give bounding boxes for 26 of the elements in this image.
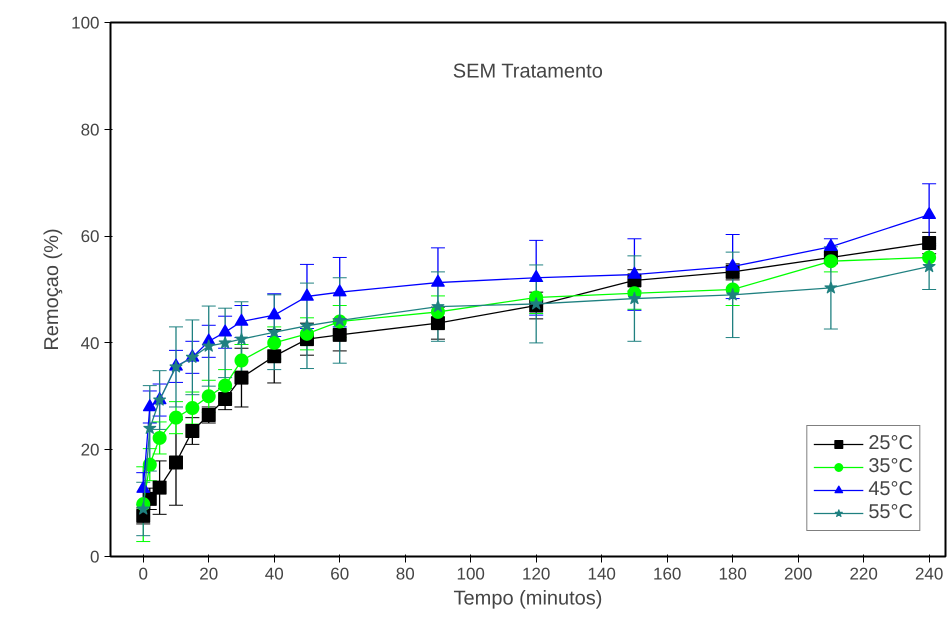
y-tick-label: 0 [90, 548, 100, 566]
legend-label: 25°C [868, 432, 913, 455]
legend-label: 55°C [868, 501, 913, 524]
x-tick-label: 240 [914, 564, 944, 584]
text: SEM Tratamento [452, 60, 603, 82]
x-axis-title: Tempo (minutos) [454, 588, 602, 610]
y-tick-label: 40 [80, 334, 100, 353]
x-tick-label: 200 [784, 564, 812, 584]
x-tick-label: 220 [849, 564, 878, 584]
legend-label: 45°C [868, 478, 913, 501]
x-tick-label: 60 [330, 564, 350, 584]
y-axis-title: Remoçao (%) [41, 228, 64, 351]
legend-label: 35°C [868, 455, 913, 478]
y-tick-label: 20 [80, 440, 100, 460]
x-tick-label: 100 [456, 564, 485, 584]
x-tick-label: 20 [199, 564, 218, 584]
y-tick-label: 60 [80, 227, 100, 246]
x-tick-label: 120 [522, 564, 550, 584]
y-tick-label: 80 [80, 120, 100, 140]
x-tick-label: 40 [264, 564, 284, 584]
x-tick-label: 80 [396, 564, 415, 584]
x-tick-label: 140 [587, 564, 616, 584]
y-tick-label: 100 [71, 14, 100, 32]
x-tick-label: 160 [652, 564, 682, 584]
x-tick-label: 180 [718, 564, 747, 584]
x-tick-label: 0 [138, 564, 148, 584]
